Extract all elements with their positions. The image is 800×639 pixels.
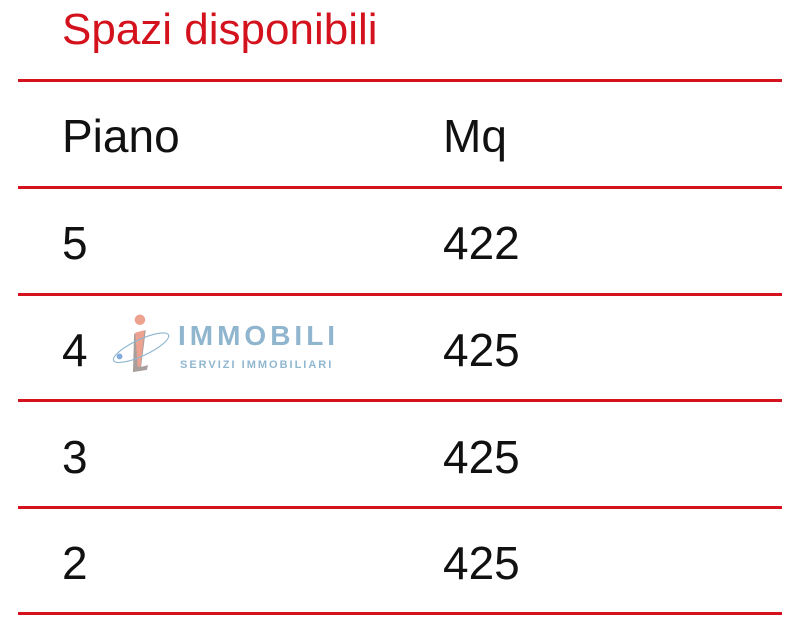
cell-mq: 425 — [443, 537, 520, 589]
cell-mq: 425 — [443, 431, 520, 483]
watermark: IMMOBILI SERVIZI IMMOBILIARI — [112, 300, 432, 396]
divider — [18, 79, 782, 82]
cell-piano: 5 — [62, 217, 88, 269]
header-mq: Mq — [443, 110, 507, 162]
i-logo-icon — [112, 314, 170, 373]
page-title: Spazi disponibili — [62, 5, 378, 54]
cell-mq: 425 — [443, 324, 520, 376]
cell-mq: 422 — [443, 217, 520, 269]
watermark-brand: IMMOBILI — [178, 320, 340, 351]
header-piano: Piano — [62, 110, 180, 162]
divider — [18, 506, 782, 509]
divider — [18, 612, 782, 615]
divider — [18, 293, 782, 296]
cell-piano: 4 — [62, 324, 88, 376]
cell-piano: 2 — [62, 537, 88, 589]
divider — [18, 399, 782, 402]
divider — [18, 186, 782, 189]
cell-piano: 3 — [62, 431, 88, 483]
watermark-tagline: SERVIZI IMMOBILIARI — [180, 359, 334, 371]
